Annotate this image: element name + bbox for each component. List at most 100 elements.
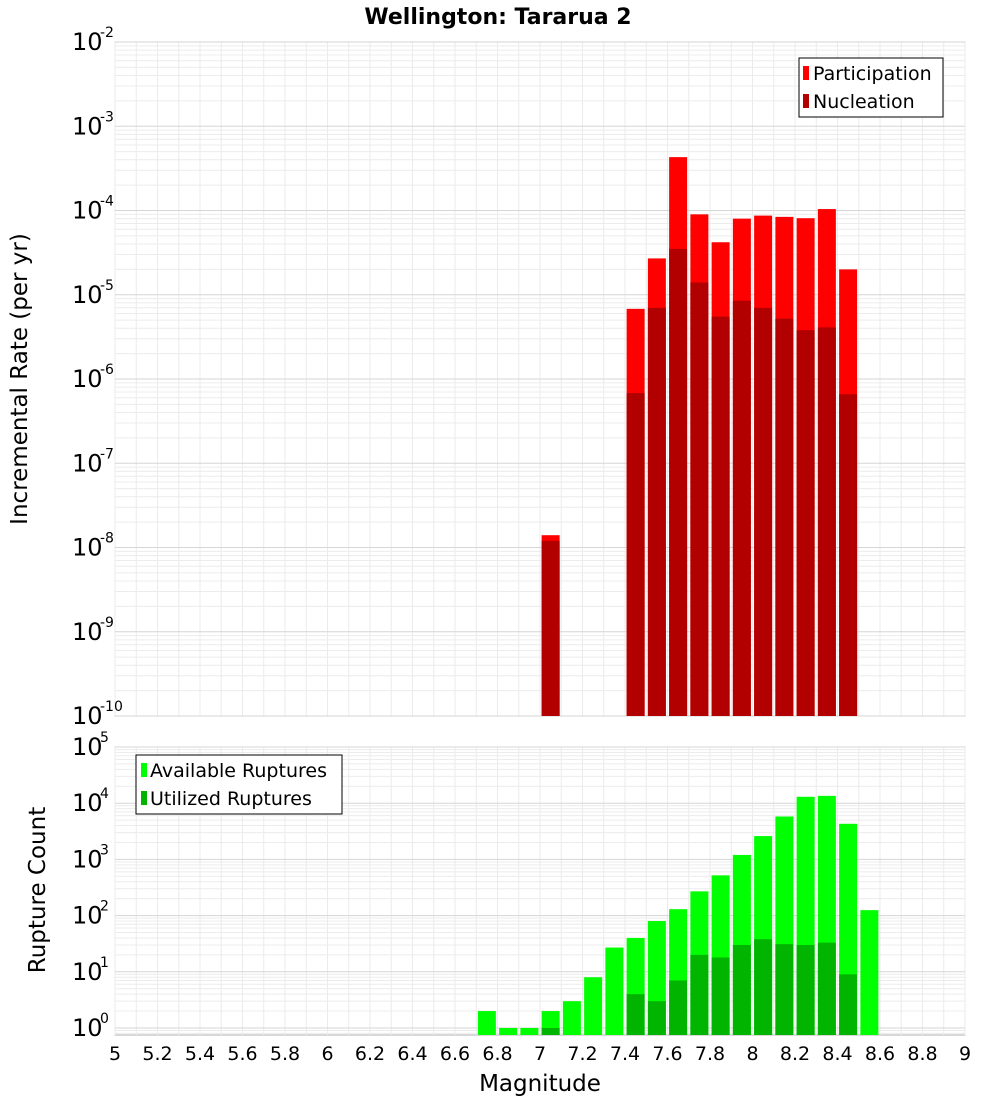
- x-tick-label: 5: [109, 1043, 121, 1065]
- x-axis-title: Magnitude: [479, 1071, 601, 1097]
- top-bar-secondary: [839, 394, 858, 716]
- legend-label-nucleation: Nucleation: [813, 91, 915, 113]
- y-tick-base: 10: [72, 618, 103, 646]
- y-tick-exponent: -9: [100, 615, 114, 631]
- legend-swatch-nucleation: [803, 94, 809, 108]
- top-bar-secondary: [817, 327, 836, 716]
- x-tick-label: 8.6: [865, 1043, 895, 1065]
- y-tick-exponent: -8: [100, 531, 114, 547]
- bottom-bar-secondary: [796, 944, 815, 1035]
- x-tick-label: 6.4: [397, 1043, 427, 1065]
- y-tick-exponent: -10: [100, 699, 123, 715]
- bottom-bar-secondary: [754, 939, 773, 1035]
- top-bars: [541, 157, 858, 717]
- top-bar-secondary: [732, 300, 751, 716]
- x-tick-label: 5.2: [142, 1043, 172, 1065]
- bottom-bar-primary: [477, 1011, 496, 1035]
- y-tick-base: 10: [72, 112, 103, 140]
- x-tick-label: 6.2: [355, 1043, 385, 1065]
- y-tick-base: 10: [72, 449, 103, 477]
- x-tick-label: 7.8: [695, 1043, 725, 1065]
- top-y-axis-title: Incremental Rate (per yr): [7, 233, 33, 525]
- bottom-y-axis-title: Rupture Count: [25, 807, 51, 973]
- x-tick-label: 5.8: [270, 1043, 300, 1065]
- x-tick-label: 6.8: [482, 1043, 512, 1065]
- top-grid: [114, 41, 966, 717]
- y-tick-exponent: -6: [100, 362, 114, 378]
- x-tick-label: 8.2: [780, 1043, 810, 1065]
- bottom-bar-primary: [860, 910, 879, 1035]
- bottom-bar-secondary: [690, 954, 709, 1035]
- top-legend: Participation Nucleation: [798, 57, 944, 118]
- y-tick-base: 10: [72, 789, 103, 817]
- x-tick-label: 5.6: [227, 1043, 257, 1065]
- bottom-bar-secondary: [711, 957, 730, 1035]
- top-bar-secondary: [647, 307, 666, 716]
- legend-swatch-available: [141, 763, 147, 777]
- bottom-bar-primary: [605, 947, 624, 1035]
- y-tick-base: 10: [72, 534, 103, 562]
- bottom-bar-secondary: [647, 1001, 666, 1035]
- top-bar-secondary: [541, 540, 560, 716]
- y-tick-base: 10: [72, 902, 103, 930]
- bottom-bar-secondary: [732, 944, 751, 1035]
- y-tick-exponent: 0: [100, 1011, 109, 1027]
- bottom-bar-secondary: [817, 942, 836, 1035]
- legend-label-available: Available Ruptures: [150, 760, 327, 782]
- bottom-bar-primary: [520, 1027, 539, 1035]
- top-bar-secondary: [775, 318, 794, 716]
- y-tick-exponent: 4: [100, 786, 109, 802]
- bottom-bar-primary: [499, 1027, 518, 1035]
- bottom-bar-primary: [584, 977, 603, 1035]
- top-bar-secondary: [669, 248, 688, 716]
- legend-label-utilized: Utilized Ruptures: [150, 788, 312, 810]
- y-tick-base: 10: [72, 1014, 103, 1042]
- top-legend-box: [798, 57, 944, 118]
- y-tick-exponent: 3: [100, 842, 109, 858]
- y-tick-exponent: -5: [100, 278, 114, 294]
- y-tick-base: 10: [72, 365, 103, 393]
- y-tick-exponent: 2: [100, 899, 109, 915]
- y-tick-base: 10: [72, 702, 103, 730]
- y-tick-exponent: 5: [100, 730, 109, 746]
- x-tick-label: 9: [959, 1043, 971, 1065]
- x-tick-label: 8.8: [907, 1043, 937, 1065]
- x-tick-label: 7.4: [610, 1043, 640, 1065]
- bottom-bar-secondary: [775, 944, 794, 1035]
- y-tick-base: 10: [72, 28, 103, 56]
- y-tick-base: 10: [72, 197, 103, 225]
- y-tick-base: 10: [72, 733, 103, 761]
- bottom-bars: [477, 795, 879, 1035]
- top-bar-secondary: [796, 330, 815, 716]
- bottom-bar-primary: [562, 1001, 581, 1035]
- x-tick-label: 6.6: [440, 1043, 470, 1065]
- legend-label-participation: Participation: [813, 63, 932, 85]
- top-bar-secondary: [690, 282, 709, 716]
- y-tick-exponent: 1: [100, 955, 109, 971]
- x-tick-label: 8.4: [822, 1043, 852, 1065]
- bottom-legend: Available Ruptures Utilized Ruptures: [135, 754, 343, 815]
- top-bar-secondary: [626, 393, 645, 716]
- y-tick-base: 10: [72, 281, 103, 309]
- x-ticks: 5 5.2 5.4 5.6 5.8 6 6.2 6.4 6.6 6.8 7 7.2 7.4 7.6 7.8 8…: [109, 1043, 971, 1065]
- y-tick-base: 10: [72, 958, 103, 986]
- chart-title: Wellington: Tararua 2: [364, 5, 631, 30]
- y-tick-exponent: -4: [100, 194, 114, 210]
- top-bar-secondary: [711, 316, 730, 716]
- bottom-bar-secondary: [669, 980, 688, 1035]
- x-tick-label: 5.4: [185, 1043, 215, 1065]
- y-tick-exponent: -2: [100, 25, 114, 41]
- legend-swatch-participation: [803, 66, 809, 80]
- x-tick-label: 8: [746, 1043, 758, 1065]
- bottom-bar-secondary: [839, 974, 858, 1035]
- top-bar-secondary: [754, 307, 773, 716]
- y-tick-exponent: -7: [100, 446, 114, 462]
- x-tick-label: 7: [534, 1043, 546, 1065]
- x-tick-label: 7.2: [567, 1043, 597, 1065]
- x-tick-label: 6: [321, 1043, 333, 1065]
